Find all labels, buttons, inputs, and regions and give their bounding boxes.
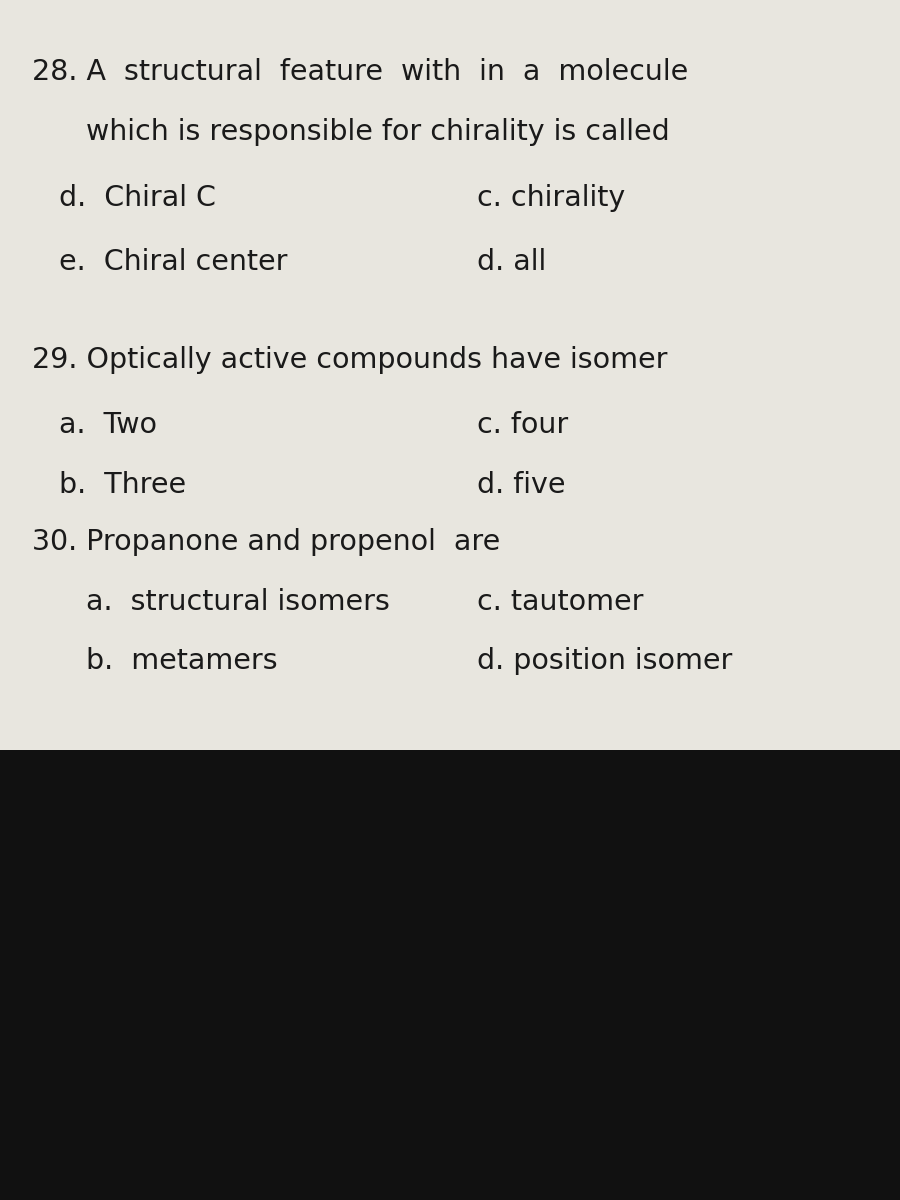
Text: c. chirality: c. chirality — [477, 184, 626, 212]
Text: d. five: d. five — [477, 470, 565, 499]
FancyBboxPatch shape — [0, 0, 900, 750]
Text: d.  Chiral C: d. Chiral C — [32, 184, 215, 212]
Text: a.  structural isomers: a. structural isomers — [32, 588, 390, 617]
Text: which is responsible for chirality is called: which is responsible for chirality is ca… — [32, 118, 670, 146]
Text: c. tautomer: c. tautomer — [477, 588, 644, 617]
Text: e.  Chiral center: e. Chiral center — [32, 247, 287, 276]
Text: a.  Two: a. Two — [32, 410, 157, 439]
Text: b.  Three: b. Three — [32, 470, 185, 499]
Text: 28. A  structural  feature  with  in  a  molecule: 28. A structural feature with in a molec… — [32, 58, 688, 86]
Text: d. all: d. all — [477, 247, 546, 276]
Text: 29. Optically active compounds have isomer: 29. Optically active compounds have isom… — [32, 346, 667, 374]
Text: c. four: c. four — [477, 410, 568, 439]
Text: 30. Propanone and propenol  are: 30. Propanone and propenol are — [32, 528, 500, 557]
Text: d. position isomer: d. position isomer — [477, 647, 733, 676]
Text: b.  metamers: b. metamers — [32, 647, 277, 676]
